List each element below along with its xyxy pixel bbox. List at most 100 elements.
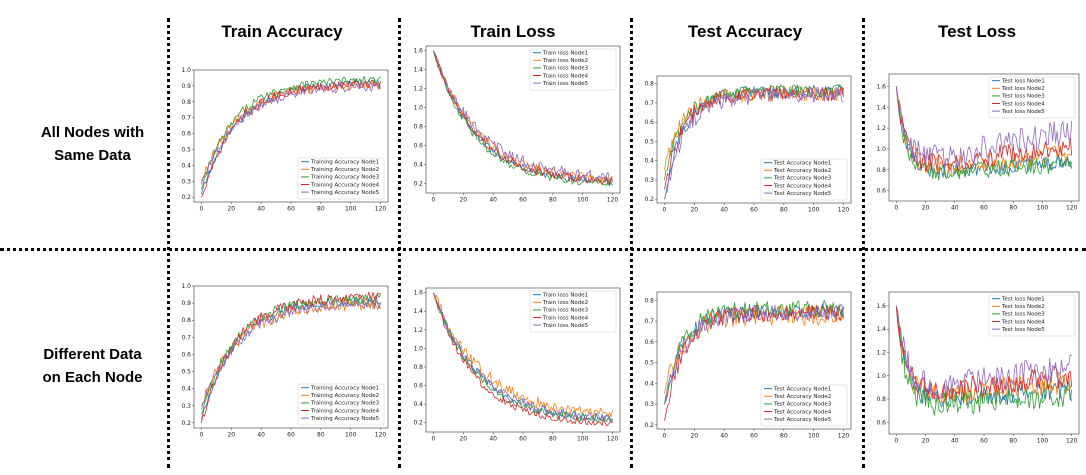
legend-label: Training Accuracy Node3 [310, 401, 380, 407]
y-tick-label: 0.9 [181, 83, 191, 90]
legend-box [297, 157, 385, 200]
x-tick-label: 100 [808, 207, 820, 214]
series-line-node3 [433, 50, 613, 187]
x-tick-label: 120 [838, 207, 850, 214]
legend-label: Test loss Node4 [1001, 319, 1045, 325]
legend-label: Test loss Node2 [1001, 86, 1045, 92]
y-tick-label: 0.6 [413, 383, 423, 390]
series-line-node4 [895, 86, 1073, 172]
series-line-node4 [433, 292, 613, 427]
legend-label: Train loss Node2 [542, 300, 588, 306]
legend-label: Train loss Node2 [542, 58, 588, 64]
y-tick-label: 0.7 [181, 334, 191, 341]
x-tick-label: 60 [519, 197, 527, 204]
x-tick-label: 0 [894, 205, 898, 212]
y-tick-label: 0.6 [644, 339, 654, 346]
x-tick-label: 40 [489, 436, 497, 443]
chart-diff-train-loss: 0 20 40 60 80 100 120 0.2 0.4 0.6 0.8 1.0 1.2 1.4 1.6 T… [413, 287, 621, 443]
x-tick-label: 20 [459, 197, 467, 204]
legend-box [988, 294, 1076, 337]
series-line-node5 [895, 86, 1073, 170]
series-line-node5 [201, 82, 381, 185]
x-tick-label: 80 [1009, 438, 1017, 445]
x-tick-label: 60 [287, 206, 295, 213]
y-tick-label: 1.2 [413, 327, 423, 334]
y-tick-label: 1.6 [876, 83, 886, 90]
chart-diff-test-loss: 0 20 40 60 80 100 120 0.6 0.8 1.0 1.2 1.4 1.6 Test lo… [876, 291, 1080, 445]
chart-same-train-acc: 0 20 40 60 80 100 120 0.2 0.3 0.4 0.5 0.6 0.7 0.8 0.9 1… [181, 67, 389, 213]
legend-label: Train loss Node5 [542, 323, 589, 329]
x-tick-label: 100 [577, 436, 589, 443]
x-tick-label: 0 [894, 438, 898, 445]
series-line-node5 [201, 299, 381, 410]
y-tick-label: 0.8 [181, 317, 191, 324]
chart-diff-test-acc: 0 20 40 60 80 100 120 0.2 0.3 0.4 0.5 0.6 0.7 0.8 Test… [644, 291, 852, 440]
legend-label: Test Accuracy Node4 [773, 183, 832, 189]
y-tick-label: 0.8 [181, 99, 191, 106]
y-tick-label: 0.4 [181, 386, 191, 393]
row-label-different-data: Different Data on Each Node [20, 343, 165, 389]
x-tick-label: 20 [922, 438, 930, 445]
x-tick-label: 40 [257, 432, 265, 439]
chart-same-test-acc: 0 20 40 60 80 100 120 0.2 0.3 0.4 0.5 0.6 0.7 0.8 Test… [644, 75, 852, 214]
x-tick-label: 20 [459, 436, 467, 443]
legend-label: Test Accuracy Node4 [773, 409, 832, 415]
x-tick-label: 40 [720, 207, 728, 214]
series-line-node2 [895, 305, 1073, 406]
x-tick-label: 40 [951, 438, 959, 445]
legend-box [988, 76, 1076, 119]
x-tick-label: 60 [750, 207, 758, 214]
legend-label: Train loss Node4 [542, 315, 589, 321]
y-tick-label: 0.2 [413, 420, 423, 427]
legend-label: Train loss Node5 [542, 81, 589, 87]
x-tick-label: 100 [577, 197, 589, 204]
x-tick-label: 60 [519, 436, 527, 443]
legend-label: Test loss Node1 [1001, 297, 1045, 303]
column-separator [167, 18, 170, 468]
row-label-line: Same Data [54, 147, 131, 164]
legend-label: Train loss Node1 [542, 293, 588, 299]
x-tick-label: 80 [1009, 205, 1017, 212]
legend-label: Test loss Node5 [1001, 327, 1045, 333]
legend-label: Training Accuracy Node2 [310, 167, 379, 173]
column-title-test-loss: Test Loss [937, 22, 1017, 41]
y-tick-label: 0.7 [181, 115, 191, 122]
y-tick-label: 0.5 [181, 369, 191, 376]
series-line-node3 [201, 76, 381, 190]
y-tick-label: 0.9 [181, 300, 191, 307]
legend-label: Train loss Node1 [542, 51, 588, 57]
legend-label: Training Accuracy Node4 [310, 408, 380, 414]
legend-label: Train loss Node3 [542, 66, 589, 72]
x-tick-label: 40 [951, 205, 959, 212]
x-tick-label: 80 [549, 436, 557, 443]
column-title-train-accuracy: Train Accuracy [221, 22, 343, 41]
y-tick-label: 0.2 [181, 420, 191, 427]
x-tick-label: 40 [257, 206, 265, 213]
legend-label: Test loss Node1 [1001, 79, 1045, 85]
chart-diff-train-acc: 0 20 40 60 80 100 120 0.2 0.3 0.4 0.5 0.6 0.7 0.8 0.9 1… [181, 283, 389, 439]
y-tick-label: 0.2 [644, 422, 654, 429]
legend-label: Training Accuracy Node5 [310, 190, 380, 196]
legend-label: Test Accuracy Node2 [773, 394, 831, 400]
y-tick-label: 0.6 [644, 119, 654, 126]
y-tick-label: 1.2 [876, 125, 886, 132]
y-tick-label: 0.4 [413, 401, 423, 408]
legend-label: Test Accuracy Node2 [773, 168, 831, 174]
legend-box [760, 158, 848, 201]
series-line-node3 [433, 292, 613, 424]
series-line-node2 [433, 50, 613, 184]
y-tick-label: 1.2 [413, 86, 423, 93]
y-tick-label: 0.8 [644, 81, 654, 88]
y-tick-label: 0.2 [644, 196, 654, 203]
series-line-node5 [433, 292, 613, 424]
x-tick-label: 80 [780, 433, 788, 440]
x-tick-label: 20 [690, 207, 698, 214]
y-tick-label: 1.0 [181, 67, 191, 74]
series-line-node1 [895, 305, 1073, 408]
x-tick-label: 80 [549, 197, 557, 204]
legend-label: Training Accuracy Node4 [310, 182, 380, 188]
y-tick-label: 0.7 [644, 318, 654, 325]
